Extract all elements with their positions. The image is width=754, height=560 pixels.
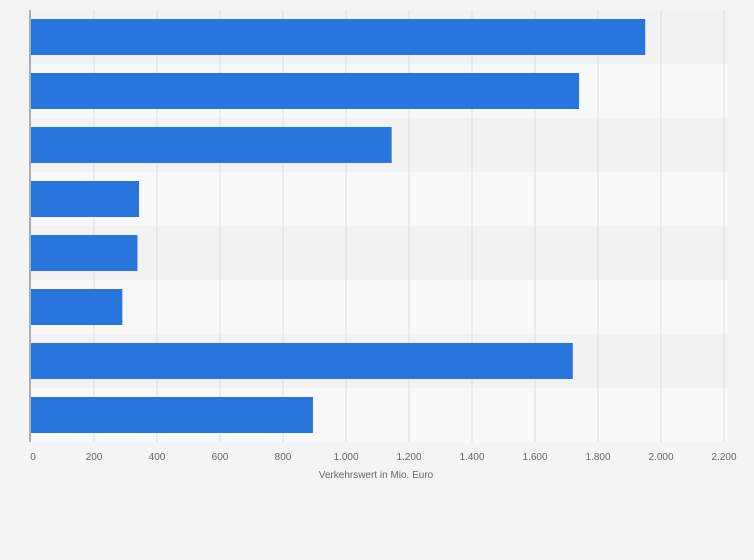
bar [31,73,580,109]
bar [31,127,392,163]
row-band [31,226,728,280]
x-tick-label: 800 [275,452,292,463]
x-tick-label: 600 [212,452,229,463]
bar [31,19,646,55]
x-tick-label: 1.000 [333,452,358,463]
bar [31,397,313,433]
x-tick-label: 1.400 [459,452,484,463]
x-tick-label: 2.000 [648,452,673,463]
bar [31,289,123,325]
x-tick-label: 0 [30,452,36,463]
x-tick-label: 1.600 [522,452,547,463]
bar [31,181,140,217]
x-tick-label: 2.200 [711,452,736,463]
x-tick-label: 400 [149,452,166,463]
x-axis-title: Verkehrswert in Mio. Euro [319,470,434,481]
x-axis-ticks: 0 200 400 600 800 1.000 1.200 1.400 1.600 1.800 2.… [30,452,737,463]
row-band [31,280,728,334]
bar [31,235,138,271]
row-band [31,172,728,226]
x-tick-label: 200 [86,452,103,463]
bar [31,343,573,379]
x-tick-label: 1.200 [396,452,421,463]
bars [31,19,646,433]
x-tick-label: 1.800 [585,452,610,463]
